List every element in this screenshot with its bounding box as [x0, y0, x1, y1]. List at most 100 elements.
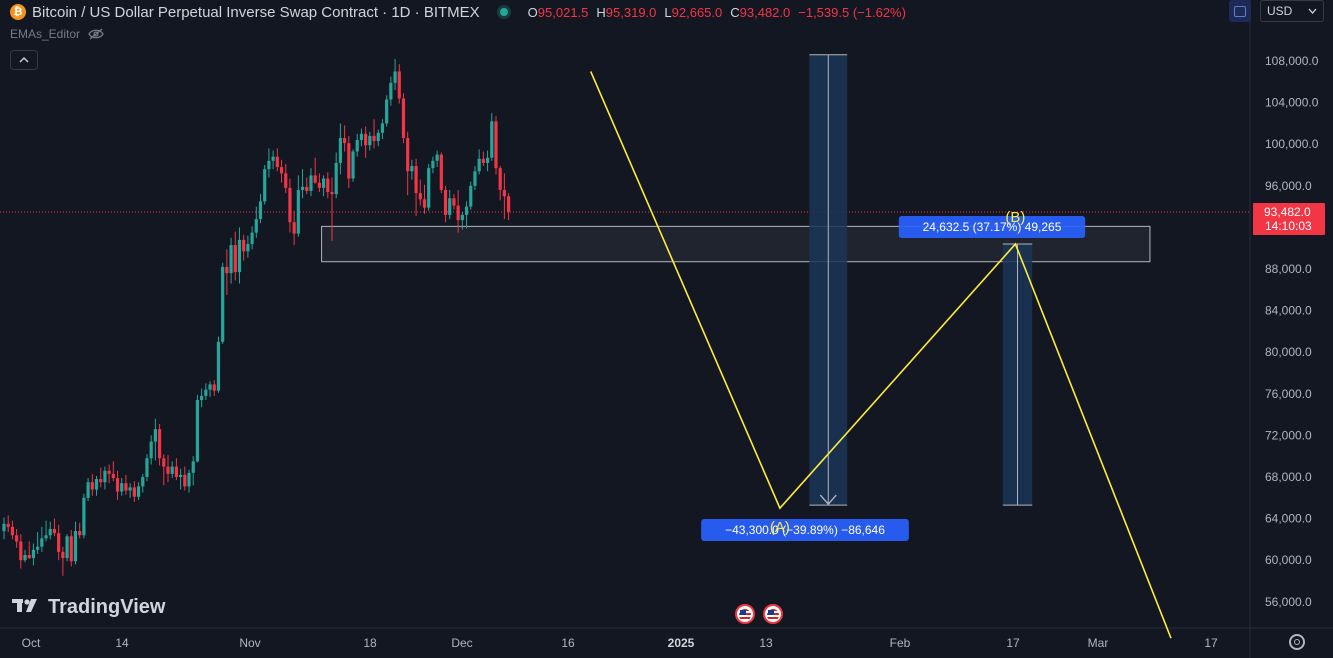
candle-body: [128, 487, 132, 491]
candle-body: [406, 137, 410, 172]
chevron-up-icon: [19, 57, 29, 63]
candle-body: [141, 477, 145, 487]
x-tick-label: 17: [1006, 636, 1020, 650]
candle-body: [94, 479, 99, 490]
chart-settings-icon[interactable]: [1289, 634, 1305, 650]
candle-body: [464, 206, 469, 215]
candle-body: [153, 429, 157, 442]
candle-body: [418, 193, 422, 200]
tradingview-mark-icon: [12, 597, 42, 618]
y-tick-label: 84,000.0: [1265, 304, 1312, 318]
object-tree-button[interactable]: [1229, 0, 1251, 22]
candle-body: [456, 205, 460, 221]
pattern-label-b: (B): [1005, 209, 1025, 226]
eye-off-icon[interactable]: [88, 28, 104, 40]
currency-select[interactable]: USD: [1260, 0, 1324, 22]
candle-body: [435, 154, 439, 161]
abc-pattern-line: [589, 71, 1172, 639]
ohlc-close: C93,482.0: [730, 4, 791, 20]
symbol-header: ₿ Bitcoin / US Dollar Perpetual Inverse …: [0, 0, 906, 24]
x-tick-label: 17: [1204, 636, 1218, 650]
candle-body: [237, 239, 242, 273]
candle-body: [221, 266, 225, 342]
candle-body: [389, 82, 393, 100]
y-tick-label: 104,000.0: [1265, 96, 1319, 110]
candle-body: [368, 135, 372, 146]
candle-body: [364, 133, 368, 146]
last-price-tag: [1253, 202, 1325, 235]
candle-body: [393, 71, 397, 83]
candle-body: [61, 551, 65, 559]
measure-1-label-bg: [701, 519, 909, 541]
candle-body: [57, 533, 61, 552]
candle-body: [157, 429, 162, 459]
indicator-name[interactable]: EMAs_Editor: [10, 27, 81, 41]
candle-body: [149, 441, 153, 459]
market-status-icon[interactable]: [499, 8, 508, 16]
us-flag-event-icon[interactable]: [735, 604, 755, 624]
y-tick-label: 64,000.0: [1265, 512, 1312, 526]
candle-body: [473, 171, 477, 186]
candle-body: [507, 196, 511, 212]
symbol-title[interactable]: Bitcoin / US Dollar Perpetual Inverse Sw…: [32, 3, 480, 21]
y-tick-label: 76,000.0: [1265, 387, 1312, 401]
candle-body: [385, 99, 389, 124]
x-tick-label: Feb: [890, 636, 911, 650]
x-tick-label: Mar: [1088, 636, 1109, 650]
candle-body: [498, 168, 502, 190]
candle-body: [82, 497, 86, 536]
candle-body: [242, 239, 246, 252]
collapse-legend-button[interactable]: [10, 50, 38, 70]
measure-1-label: −43,300.0 (−39.89%) −86,646: [725, 523, 885, 537]
candle-body: [397, 71, 401, 99]
price-change: −1,539.5 (−1.62%): [798, 4, 906, 20]
candle-body: [233, 245, 237, 273]
candle-body: [48, 529, 52, 536]
ohlc-low: L92,665.0: [664, 4, 723, 20]
candle-body: [460, 214, 464, 221]
bar-countdown: 14:10:03: [1265, 219, 1312, 233]
indicator-legend[interactable]: EMAs_Editor: [10, 27, 104, 41]
y-tick-label: 88,000.0: [1265, 262, 1312, 276]
candle-body: [254, 219, 258, 233]
candle-body: [502, 189, 506, 197]
candle-body: [263, 169, 267, 202]
candle-body: [279, 167, 284, 174]
candle-body: [229, 245, 233, 274]
candle-body: [40, 538, 44, 547]
us-flag-event-icon-2[interactable]: [763, 604, 783, 624]
tradingview-wordmark: TradingView: [48, 596, 166, 618]
candle-body: [347, 143, 351, 179]
candle-body: [174, 466, 179, 477]
candle-body: [103, 470, 107, 483]
candle-body: [439, 154, 443, 190]
candle-body: [44, 535, 48, 539]
candle-body: [120, 483, 124, 492]
tradingview-logo[interactable]: TradingView: [12, 596, 165, 619]
candle-body: [355, 140, 359, 152]
x-tick-label: 2025: [668, 636, 695, 650]
candle-body: [216, 341, 221, 391]
candle-body: [170, 466, 174, 474]
candle-body: [494, 121, 498, 169]
candle-body: [10, 526, 15, 536]
candle-body: [187, 472, 191, 487]
candle-body: [6, 523, 10, 527]
candle-body: [204, 389, 208, 396]
measure-2-label: 24,632.5 (37.17%) 49,265: [923, 220, 1062, 234]
candle-body: [124, 483, 128, 491]
y-tick-label: 108,000.0: [1265, 54, 1319, 68]
candle-body: [414, 166, 418, 194]
x-tick-label: 13: [759, 636, 773, 650]
candle-body: [443, 189, 448, 215]
candle-body: [481, 158, 485, 163]
candle-body: [296, 189, 300, 234]
candle-body: [2, 523, 6, 532]
candle-body: [431, 160, 435, 169]
last-price-value: 93,482.0: [1264, 205, 1311, 219]
candle-body: [267, 160, 271, 170]
bitcoin-logo-icon: ₿: [10, 4, 26, 20]
y-tick-label: 96,000.0: [1265, 179, 1312, 193]
candle-body: [78, 531, 82, 536]
